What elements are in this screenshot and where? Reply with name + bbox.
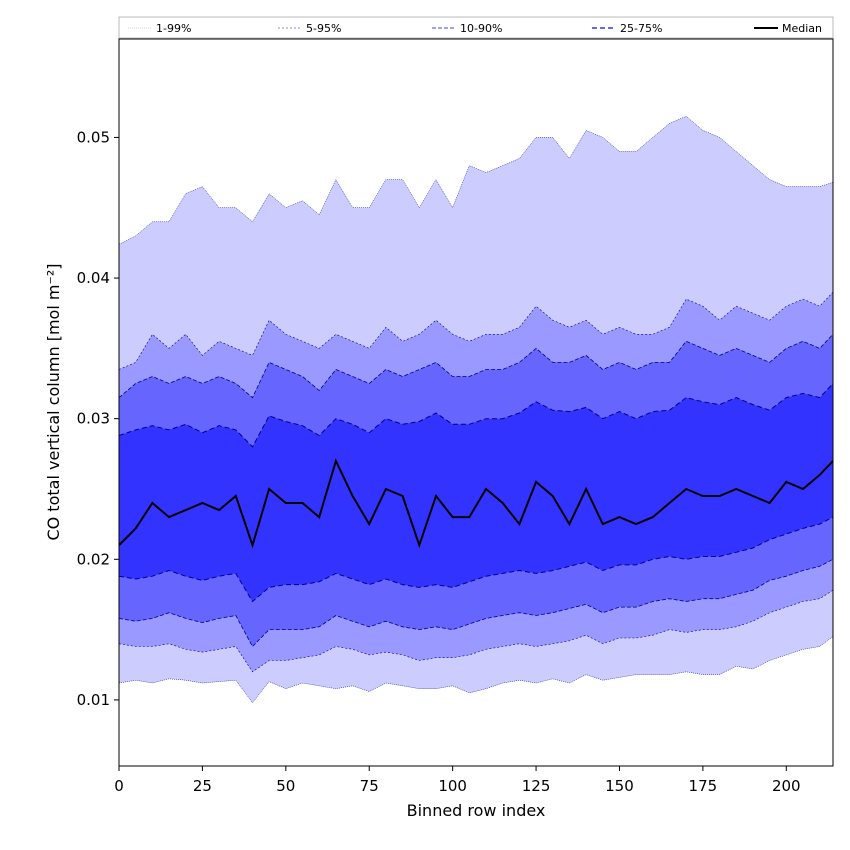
x-axis-ticks: 0 25 50 75 100 125 150 175 200 xyxy=(114,766,801,795)
band-edge-upper-10-90% xyxy=(119,334,833,399)
legend-label: 10-90% xyxy=(460,22,502,35)
y-tick-label: 0.04 xyxy=(77,269,110,287)
x-tick-label: 25 xyxy=(193,777,212,795)
legend-item: 5-95% xyxy=(278,22,341,35)
legend-item: 1-99% xyxy=(128,22,191,35)
y-axis-ticks: 0.01 0.02 0.03 0.04 0.05 xyxy=(77,128,119,709)
x-tick-label: 125 xyxy=(522,777,551,795)
y-tick-label: 0.02 xyxy=(77,550,110,568)
legend-label: 1-99% xyxy=(156,22,191,35)
percentile-bands xyxy=(119,116,833,703)
legend-label: 5-95% xyxy=(306,22,341,35)
legend-label: Median xyxy=(782,22,822,35)
band-edge-upper-5-95% xyxy=(119,291,833,370)
x-tick-label: 175 xyxy=(689,777,718,795)
legend-item: 10-90% xyxy=(432,22,502,35)
y-tick-label: 0.03 xyxy=(77,410,110,428)
band-edge-lines xyxy=(119,116,833,704)
legend-item: Median xyxy=(754,22,822,35)
legend: 1-99% 5-95% 10-90% 25-75% Median xyxy=(118,16,834,39)
median-line xyxy=(119,458,833,549)
x-tick-label: 200 xyxy=(772,777,801,795)
x-tick-label: 50 xyxy=(276,777,295,795)
x-axis-label: Binned row index xyxy=(407,801,546,820)
y-axis-label: CO total vertical column [mol m⁻²] xyxy=(44,263,63,540)
y-tick-label: 0.01 xyxy=(77,691,110,709)
band-edge-lower-1-99% xyxy=(119,636,833,704)
x-tick-label: 150 xyxy=(605,777,634,795)
band-edge-lower-10-90% xyxy=(119,558,833,648)
plot-frame xyxy=(118,38,834,767)
band-25-75% xyxy=(119,383,833,602)
x-tick-label: 0 xyxy=(114,777,124,795)
legend-box xyxy=(118,16,834,39)
y-tick-label: 0.05 xyxy=(77,128,110,146)
band-edge-upper-25-75% xyxy=(119,383,833,448)
legend-label: 25-75% xyxy=(620,22,662,35)
x-tick-label: 75 xyxy=(360,777,379,795)
legend-item: 25-75% xyxy=(592,22,662,35)
x-tick-label: 100 xyxy=(438,777,467,795)
